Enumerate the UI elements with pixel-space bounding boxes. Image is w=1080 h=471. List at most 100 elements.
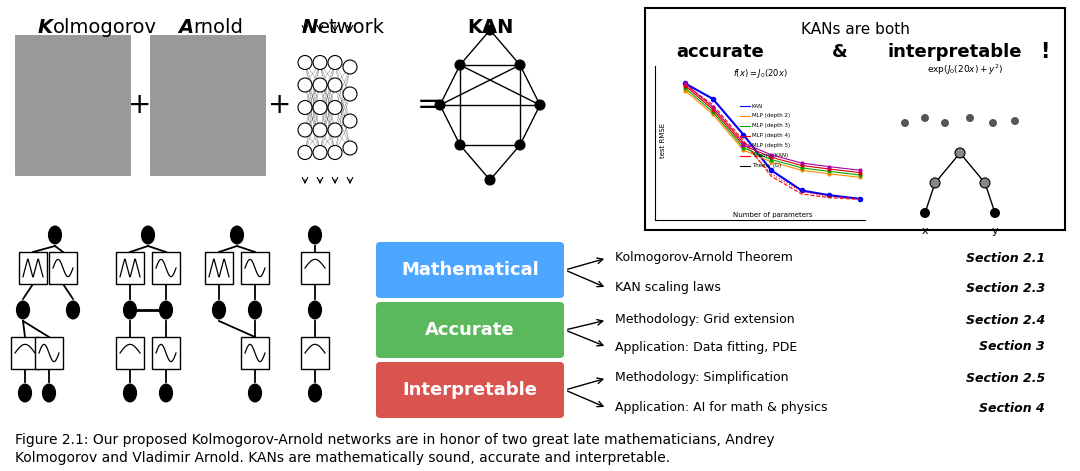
Text: rnold: rnold [193, 18, 243, 37]
Ellipse shape [248, 301, 261, 319]
Circle shape [298, 123, 312, 137]
Text: A: A [178, 18, 193, 37]
Text: Theory (KAN): Theory (KAN) [752, 154, 788, 159]
Circle shape [343, 87, 357, 101]
FancyBboxPatch shape [49, 252, 77, 284]
Text: N: N [301, 18, 318, 37]
Text: Accurate: Accurate [426, 321, 515, 339]
Text: test RMSE: test RMSE [660, 123, 666, 158]
Circle shape [298, 100, 312, 114]
FancyBboxPatch shape [645, 8, 1065, 230]
Circle shape [313, 146, 327, 160]
Text: Kolmogorov-Arnold Theorem: Kolmogorov-Arnold Theorem [615, 252, 793, 265]
Circle shape [343, 60, 357, 74]
Circle shape [535, 100, 545, 110]
Text: Application: AI for math & physics: Application: AI for math & physics [615, 401, 827, 414]
Text: Figure 2.1: Our proposed Kolmogorov-Arnold networks are in honor of two great la: Figure 2.1: Our proposed Kolmogorov-Arno… [15, 433, 774, 447]
Text: Application: Data fitting, PDE: Application: Data fitting, PDE [615, 341, 797, 354]
Text: +: + [268, 91, 292, 119]
Ellipse shape [42, 384, 55, 402]
Ellipse shape [309, 226, 322, 244]
Text: MLP (depth 4): MLP (depth 4) [752, 133, 791, 138]
Circle shape [930, 178, 940, 188]
FancyBboxPatch shape [116, 337, 144, 369]
Text: Methodology: Simplification: Methodology: Simplification [615, 372, 788, 384]
Circle shape [966, 114, 974, 122]
FancyBboxPatch shape [301, 252, 329, 284]
Ellipse shape [160, 384, 173, 402]
FancyBboxPatch shape [376, 242, 564, 298]
FancyBboxPatch shape [150, 35, 265, 175]
Text: Number of parameters: Number of parameters [732, 212, 812, 218]
Ellipse shape [160, 301, 173, 319]
Text: =: = [417, 90, 443, 120]
FancyBboxPatch shape [116, 252, 144, 284]
FancyBboxPatch shape [376, 302, 564, 358]
Text: K: K [38, 18, 53, 37]
Text: Section 3: Section 3 [980, 341, 1045, 354]
Circle shape [941, 119, 949, 127]
FancyBboxPatch shape [152, 337, 180, 369]
Circle shape [990, 208, 1000, 218]
Circle shape [455, 60, 465, 70]
Ellipse shape [248, 384, 261, 402]
Text: Interpretable: Interpretable [403, 381, 538, 399]
Text: !: ! [1040, 42, 1050, 62]
FancyBboxPatch shape [301, 337, 329, 369]
Text: MLP (depth 2): MLP (depth 2) [752, 114, 791, 119]
Circle shape [901, 119, 909, 127]
Text: interpretable: interpretable [888, 43, 1023, 61]
Text: accurate: accurate [676, 43, 764, 61]
Text: Section 2.4: Section 2.4 [966, 314, 1045, 326]
FancyBboxPatch shape [19, 252, 48, 284]
Circle shape [328, 56, 342, 70]
Circle shape [298, 78, 312, 92]
Circle shape [298, 146, 312, 160]
Circle shape [313, 78, 327, 92]
Ellipse shape [49, 226, 62, 244]
FancyBboxPatch shape [205, 252, 233, 284]
Circle shape [455, 140, 465, 150]
Circle shape [313, 123, 327, 137]
Text: +: + [129, 91, 151, 119]
Text: MLP (depth 3): MLP (depth 3) [752, 123, 791, 129]
Circle shape [435, 100, 445, 110]
Text: Theory (G): Theory (G) [752, 163, 781, 169]
Circle shape [485, 25, 495, 35]
Ellipse shape [213, 301, 226, 319]
Text: MLP (depth 5): MLP (depth 5) [752, 144, 791, 148]
Circle shape [343, 141, 357, 155]
Text: Section 2.1: Section 2.1 [966, 252, 1045, 265]
Text: KANs are both: KANs are both [800, 23, 909, 38]
Circle shape [298, 56, 312, 70]
FancyBboxPatch shape [35, 337, 63, 369]
Text: Section 4: Section 4 [980, 401, 1045, 414]
FancyBboxPatch shape [152, 252, 180, 284]
Circle shape [328, 146, 342, 160]
Circle shape [328, 78, 342, 92]
Circle shape [485, 175, 495, 185]
Ellipse shape [123, 384, 136, 402]
Circle shape [328, 123, 342, 137]
FancyBboxPatch shape [241, 252, 269, 284]
Ellipse shape [18, 384, 31, 402]
Text: Mathematical: Mathematical [401, 261, 539, 279]
Text: KAN: KAN [467, 18, 513, 37]
Text: KAN: KAN [752, 104, 764, 108]
Circle shape [343, 114, 357, 128]
Circle shape [955, 148, 966, 158]
Ellipse shape [141, 226, 154, 244]
Text: $\exp( J_0(20x) + y^2)$: $\exp( J_0(20x) + y^2)$ [927, 63, 1003, 77]
Circle shape [920, 208, 930, 218]
Circle shape [921, 114, 929, 122]
FancyBboxPatch shape [15, 35, 130, 175]
Circle shape [515, 60, 525, 70]
Circle shape [980, 178, 990, 188]
FancyBboxPatch shape [11, 337, 39, 369]
Circle shape [328, 100, 342, 114]
Text: etwork: etwork [318, 18, 384, 37]
Circle shape [989, 119, 997, 127]
Text: y: y [991, 226, 998, 236]
Ellipse shape [16, 301, 29, 319]
Ellipse shape [309, 301, 322, 319]
